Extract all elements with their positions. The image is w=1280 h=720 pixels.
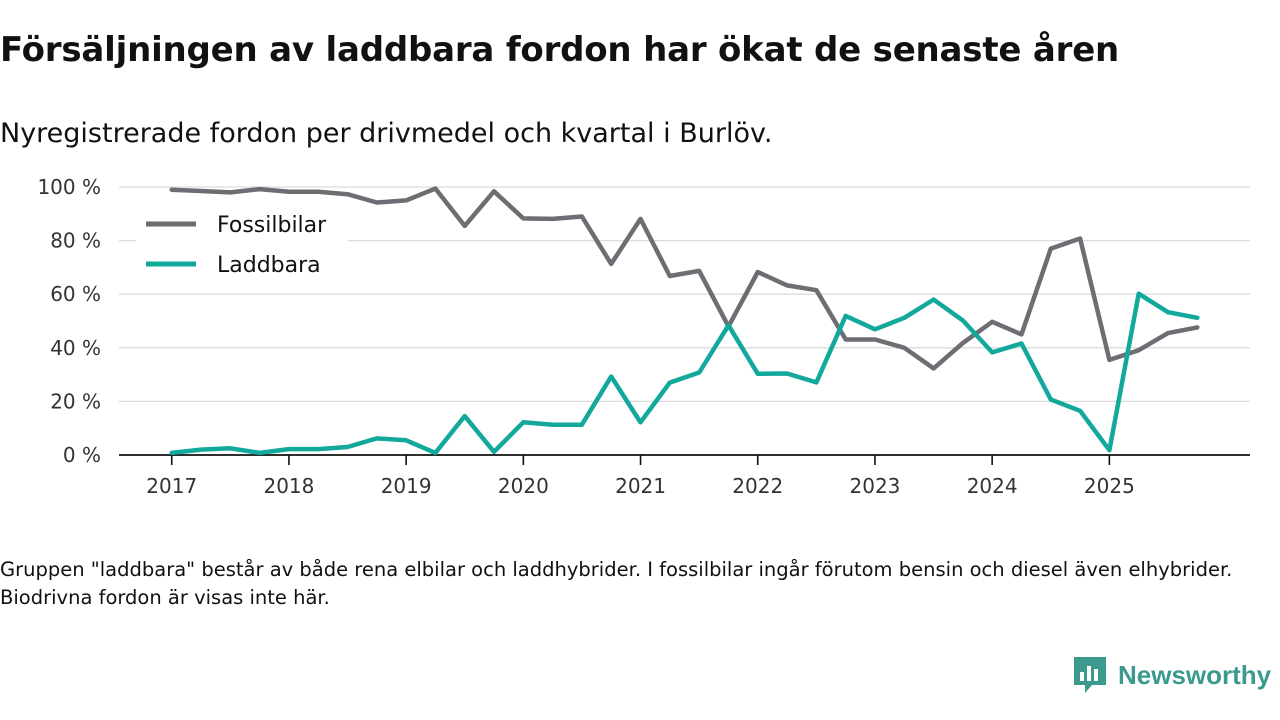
x-tick-label: 2023 xyxy=(850,474,901,498)
y-tick-label: 60 % xyxy=(50,282,101,306)
footnote: Gruppen "laddbara" består av både rena e… xyxy=(0,558,1233,609)
legend-label-laddbara: Laddbara xyxy=(217,253,321,278)
legend: Fossilbilar Laddbara xyxy=(136,204,348,284)
y-tick-label: 80 % xyxy=(50,229,101,253)
x-tick-label: 2022 xyxy=(732,474,783,498)
line-chart: 0 % 20 % 40 % 60 % 80 % 100 % 2017 2018 2019 2020… xyxy=(37,175,1250,498)
y-tick-label: 40 % xyxy=(50,336,101,360)
x-tick-label: 2020 xyxy=(498,474,549,498)
y-tick-label: 100 % xyxy=(37,175,101,199)
x-tick-label: 2024 xyxy=(967,474,1018,498)
x-tick-label: 2018 xyxy=(263,474,314,498)
x-tick-label: 2021 xyxy=(615,474,666,498)
chart-title: Försäljningen av laddbara fordon har öka… xyxy=(0,30,1120,70)
y-tick-label: 20 % xyxy=(50,389,101,413)
y-tick-label: 0 % xyxy=(63,443,101,467)
x-tick-label: 2025 xyxy=(1084,474,1135,498)
brand-logo[interactable]: Newsworthy xyxy=(1072,655,1271,695)
axes: 0 % 20 % 40 % 60 % 80 % 100 % 2017 2018 2019 2020… xyxy=(37,175,1250,498)
chart-subtitle: Nyregistrerade fordon per drivmedel och … xyxy=(0,118,773,149)
legend-label-fossilbilar: Fossilbilar xyxy=(217,213,327,238)
series-line-laddbara xyxy=(169,291,1200,456)
x-tick-label: 2017 xyxy=(146,474,197,498)
series-line-fossilbilar xyxy=(169,186,1200,371)
brand-name: Newsworthy xyxy=(1118,659,1272,690)
series-lines xyxy=(169,186,1200,456)
x-tick-label: 2019 xyxy=(381,474,432,498)
newsworthy-logo-icon xyxy=(1074,657,1106,693)
